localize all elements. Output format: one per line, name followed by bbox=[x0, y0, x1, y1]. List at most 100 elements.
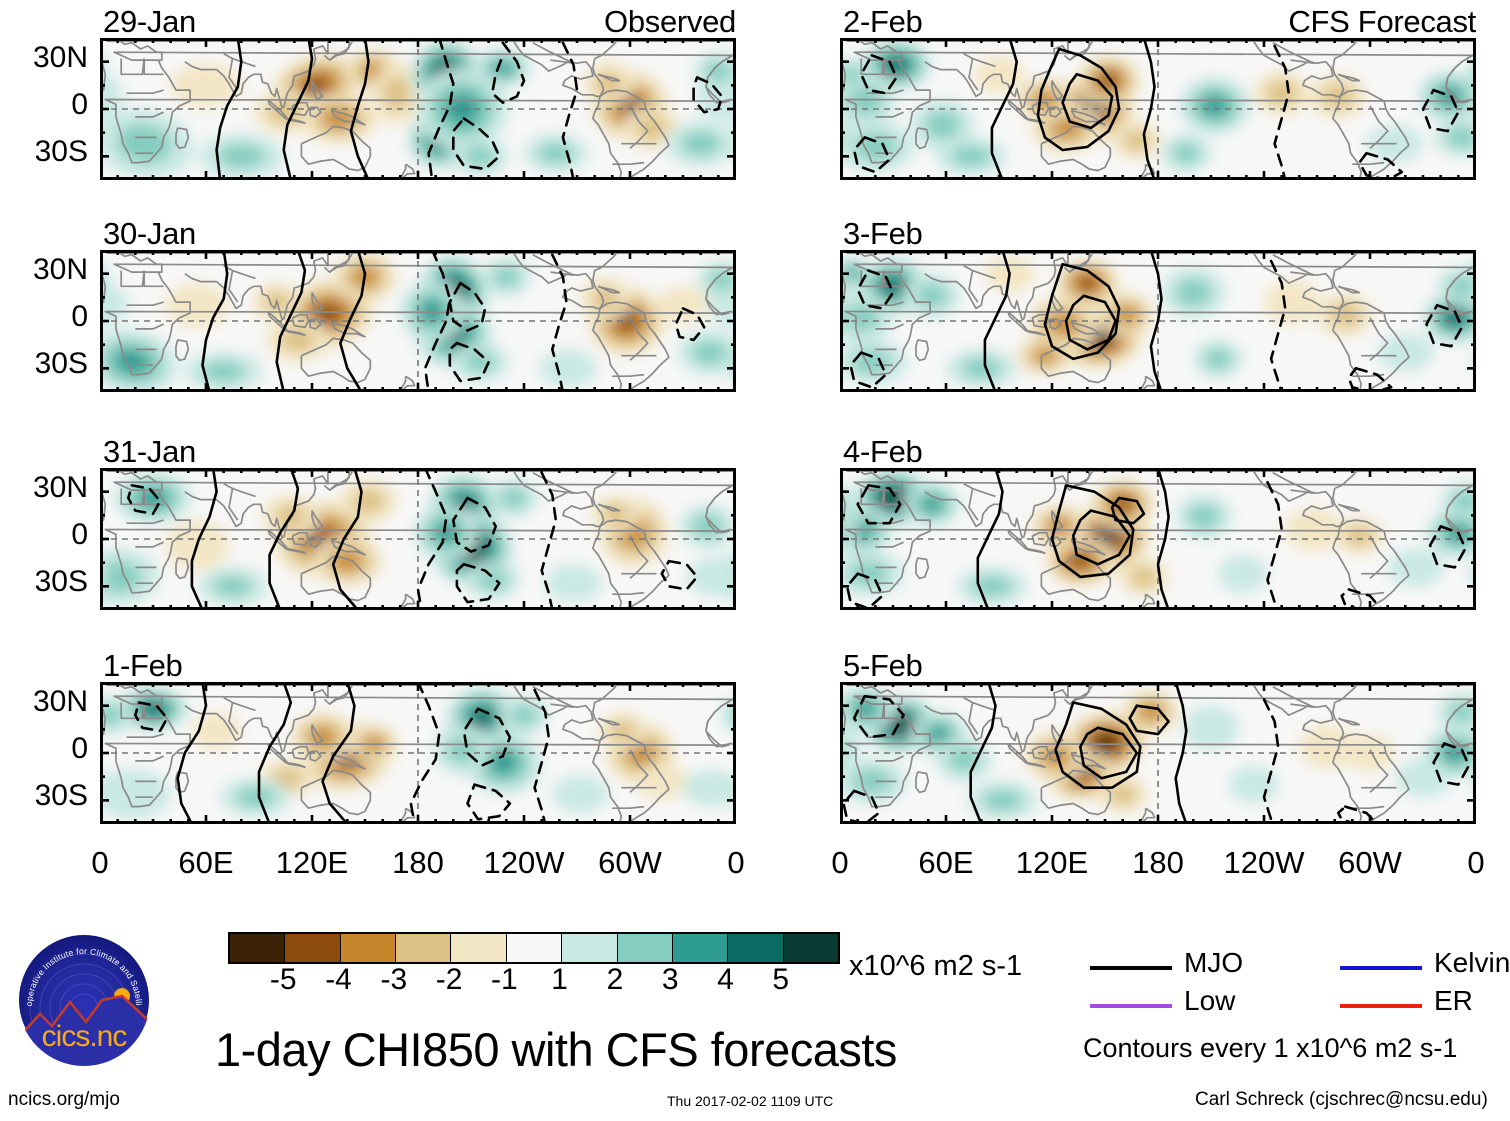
map-panel-30-jan bbox=[100, 250, 736, 392]
contour-interval-note: Contours every 1 x10^6 m2 s-1 bbox=[1083, 1033, 1458, 1063]
x-tick-col1-60E: 60E bbox=[178, 845, 234, 880]
panel-label-5-feb: 5-Feb bbox=[843, 648, 923, 683]
map-panel-3-feb bbox=[840, 250, 1476, 392]
axis-ticks bbox=[840, 38, 1476, 180]
x-tick-col2-120W: 120W bbox=[1223, 845, 1305, 880]
y-tick-30N: 30N bbox=[32, 40, 88, 74]
x-tick-col1-0: 0 bbox=[727, 845, 745, 880]
y-tick-0: 0 bbox=[71, 88, 88, 121]
mjo-contours bbox=[852, 38, 1460, 180]
colorbar-swatch-5 bbox=[506, 934, 563, 962]
page-title: 1-day CHI850 with CFS forecasts bbox=[215, 1023, 897, 1076]
coastlines bbox=[100, 468, 736, 610]
footer-center: Thu 2017-02-02 1109 UTC bbox=[667, 1093, 834, 1109]
legend-swatch-low bbox=[1090, 1004, 1172, 1008]
y-tick-0: 0 bbox=[71, 518, 88, 551]
axis-ticks bbox=[840, 468, 1476, 610]
y-tick-30S: 30S bbox=[34, 565, 88, 599]
footer-left[interactable]: ncics.org/mjo bbox=[8, 1089, 120, 1110]
colorbar-swatch-1 bbox=[285, 934, 341, 962]
mjo-contours bbox=[845, 468, 1467, 610]
legend-label-low: Low bbox=[1184, 985, 1236, 1016]
y-tick-30S: 30S bbox=[34, 347, 88, 381]
mjo-contours bbox=[127, 468, 699, 610]
map-panel-5-feb bbox=[840, 682, 1476, 824]
colorbar-swatch-7 bbox=[617, 934, 673, 962]
y-tick-30N: 30N bbox=[32, 684, 88, 718]
colorbar-tick-3: 3 bbox=[661, 963, 679, 996]
colorbar-tick--2: -2 bbox=[435, 963, 463, 996]
map-panel-4-feb bbox=[840, 468, 1476, 610]
x-tick-col2-60W: 60W bbox=[1338, 845, 1402, 880]
x-tick-col2-180: 180 bbox=[1132, 845, 1184, 880]
colorbar-tick--4: -4 bbox=[325, 963, 352, 996]
logo-svg: Cooperative Institute for Climate and Sa… bbox=[14, 930, 151, 1067]
map-panel-2-feb bbox=[840, 38, 1476, 180]
colorbar-units: x10^6 m2 s-1 bbox=[849, 950, 1023, 982]
legend-label-er: ER bbox=[1434, 985, 1473, 1016]
colorbar-tick--5: -5 bbox=[269, 963, 297, 996]
x-tick-col1-60W: 60W bbox=[598, 845, 662, 880]
legend-label-mjo: MJO bbox=[1184, 947, 1244, 978]
column-header-cfs-forecast: CFS Forecast bbox=[1288, 4, 1476, 39]
footer-right: Carl Schreck (cjschrec@ncsu.edu) bbox=[1195, 1089, 1488, 1110]
mjo-contours bbox=[842, 682, 1471, 824]
y-tick-30S: 30S bbox=[34, 135, 88, 169]
y-tick-30S: 30S bbox=[34, 779, 88, 813]
y-tick-0: 0 bbox=[71, 300, 88, 333]
axis-ticks bbox=[100, 250, 736, 392]
x-tick-col1-0: 0 bbox=[91, 845, 109, 880]
colorbar-swatch-3 bbox=[396, 934, 452, 962]
colorbar bbox=[228, 932, 840, 964]
panel-label-2-feb: 2-Feb bbox=[843, 4, 923, 39]
x-tick-col2-60E: 60E bbox=[918, 845, 974, 880]
mjo-contours bbox=[201, 250, 706, 392]
panel-label-29-jan: 29-Jan bbox=[103, 4, 196, 39]
cics-nc-logo: Cooperative Institute for Climate and Sa… bbox=[14, 930, 154, 1070]
panel-label-1-feb: 1-Feb bbox=[103, 648, 183, 683]
mountain-shape bbox=[18, 994, 150, 1066]
x-tick-col2-0: 0 bbox=[831, 845, 849, 880]
mjo-contours bbox=[849, 250, 1464, 392]
coastlines bbox=[840, 682, 1476, 824]
colorbar-swatch-4 bbox=[451, 934, 507, 962]
colorbar-tick-2: 2 bbox=[606, 963, 624, 996]
colorbar-tick-1: 1 bbox=[551, 963, 568, 996]
legend-swatch-kelvin-x2 bbox=[1340, 966, 1422, 970]
colorbar-swatch-2 bbox=[340, 934, 397, 962]
column-header-observed: Observed bbox=[604, 4, 736, 39]
colorbar-swatch-9 bbox=[728, 934, 784, 962]
axis-ticks bbox=[100, 38, 736, 180]
y-tick-30N: 30N bbox=[32, 470, 88, 504]
y-tick-0: 0 bbox=[71, 732, 88, 765]
map-panel-31-jan bbox=[100, 468, 736, 610]
axis-ticks bbox=[840, 682, 1476, 824]
panel-label-4-feb: 4-Feb bbox=[843, 434, 923, 469]
x-tick-col1-180: 180 bbox=[392, 845, 444, 880]
colorbar-tick--3: -3 bbox=[380, 963, 408, 996]
axis-ticks bbox=[100, 682, 736, 824]
colorbar-tick--1: -1 bbox=[491, 963, 518, 996]
x-tick-col1-120E: 120E bbox=[275, 845, 349, 880]
colorbar-swatch-6 bbox=[562, 934, 618, 962]
coastlines bbox=[840, 468, 1476, 610]
mjo-contours bbox=[134, 682, 550, 824]
colorbar-tick-5: 5 bbox=[772, 963, 790, 996]
x-tick-col1-120W: 120W bbox=[483, 845, 565, 880]
anomaly-shading bbox=[100, 686, 736, 820]
colorbar-tick-4: 4 bbox=[717, 963, 734, 996]
svg-text:cics.nc: cics.nc bbox=[42, 1020, 128, 1053]
axis-ticks bbox=[840, 250, 1476, 392]
y-tick-30N: 30N bbox=[32, 252, 88, 286]
colorbar-swatch-10 bbox=[783, 934, 838, 962]
axis-ticks bbox=[100, 468, 736, 610]
coastlines bbox=[840, 38, 1476, 180]
colorbar-swatch-0 bbox=[230, 934, 286, 962]
panel-label-31-jan: 31-Jan bbox=[103, 434, 196, 469]
map-panel-29-jan bbox=[100, 38, 736, 180]
mjo-contours bbox=[215, 38, 724, 180]
panel-label-3-feb: 3-Feb bbox=[843, 216, 923, 251]
legend-label-kelvin-x2: Kelvin x2 bbox=[1434, 947, 1510, 978]
x-tick-col2-120E: 120E bbox=[1015, 845, 1089, 880]
legend-swatch-er bbox=[1340, 1004, 1422, 1008]
